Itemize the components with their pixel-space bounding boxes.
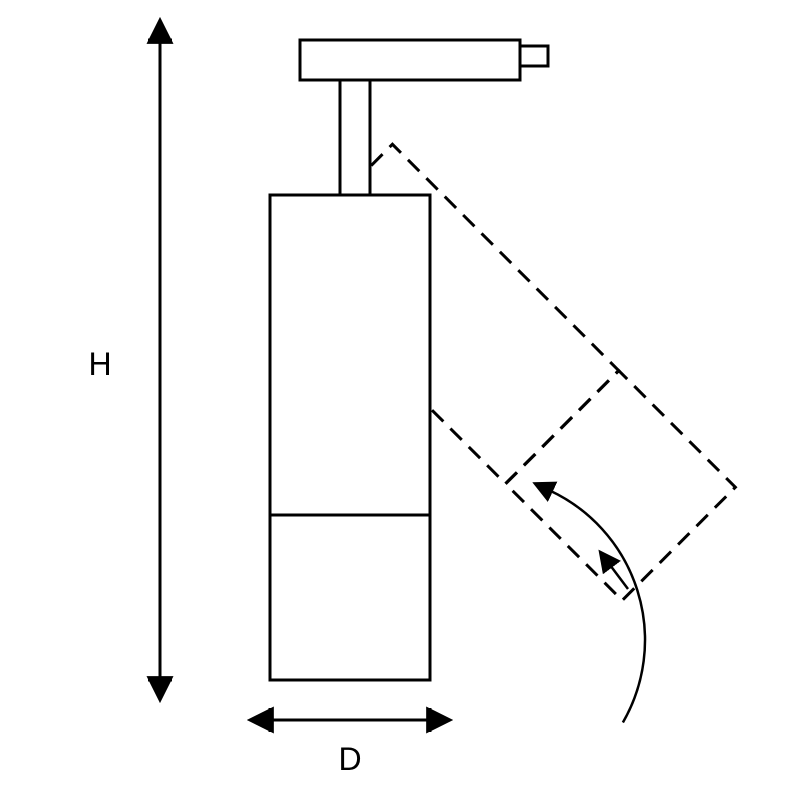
lamp-body xyxy=(270,195,430,680)
dimension-height: H xyxy=(88,40,172,680)
body-upper xyxy=(270,195,430,515)
body-lower xyxy=(270,515,430,680)
connector-pin xyxy=(520,46,548,66)
height-label: H xyxy=(88,346,111,382)
mount-assembly xyxy=(300,40,548,195)
stem xyxy=(340,80,370,195)
tilt-arrow-icon xyxy=(610,565,628,589)
tilt-indicator xyxy=(550,490,645,722)
diameter-label: D xyxy=(338,741,361,777)
dimension-diameter: D xyxy=(270,708,430,777)
track-adapter xyxy=(300,40,520,80)
technical-drawing: H D xyxy=(0,0,800,800)
tilt-arc xyxy=(550,490,645,722)
